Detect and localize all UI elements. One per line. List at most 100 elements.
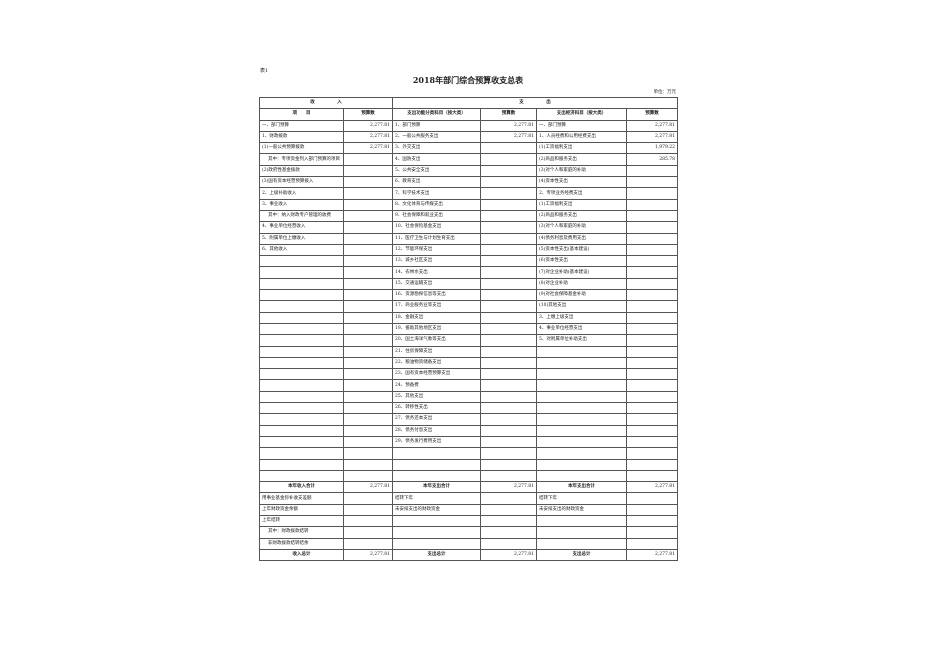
- table-row: 26、转移性支出: [259, 402, 678, 415]
- table-cell: 8、文化体育与传媒支出: [392, 198, 481, 211]
- table-cell: [480, 277, 537, 291]
- unit: 单位：万元: [653, 90, 677, 95]
- table-cell: 4、国防支出: [392, 153, 481, 166]
- table-cell: [259, 402, 344, 415]
- table-cell: 2,277.81: [480, 481, 537, 494]
- table-cell: [626, 390, 678, 404]
- table-cell: 12、节能环保支出: [392, 243, 481, 257]
- note: 表1: [260, 68, 269, 74]
- table-cell: 20、国土海洋气象等支出: [392, 334, 481, 347]
- table-cell: [343, 469, 393, 483]
- table-row: 25、其他支出: [259, 390, 678, 404]
- table-cell: [480, 322, 537, 336]
- table-row: 29、债务发行费用支出: [259, 435, 678, 449]
- table-cell: 9、社会保障和就业支出: [392, 209, 481, 223]
- table-cell: [626, 356, 678, 370]
- table-cell: [626, 402, 678, 415]
- table-cell: [536, 514, 627, 528]
- table-cell: 用事业基金弥补收支差额: [259, 492, 344, 505]
- table-row: 13、城乡社区支出 (6)资本性支出: [259, 255, 678, 268]
- table-cell: [343, 300, 393, 313]
- table-cell: [626, 345, 678, 358]
- table-cell: 结转下年: [536, 492, 627, 505]
- table-cell: [392, 537, 481, 550]
- table-cell: [259, 277, 344, 291]
- table-cell: 3、上缴上级支出: [536, 311, 627, 324]
- table-cell: 其中：财政拨款结转: [259, 526, 344, 539]
- table-cell: [392, 447, 481, 460]
- table-cell: [343, 209, 393, 223]
- table-cell: [480, 345, 537, 358]
- table-cell: [626, 266, 678, 279]
- table-cell: [343, 334, 393, 347]
- table-cell: 22、粮油物资储备支出: [392, 356, 481, 370]
- table-cell: [392, 469, 481, 483]
- table-cell: 2,277.81: [343, 481, 393, 494]
- table-cell: 3、事业收入: [259, 198, 344, 211]
- table-row: 15、交通运输支出 (8)对企业补助: [259, 277, 678, 291]
- table-cell: 1、财政拨款: [259, 130, 344, 144]
- table-cell: [480, 232, 537, 245]
- column-header: 支出功能分类科目（按大类）: [392, 108, 481, 121]
- table-cell: [259, 390, 344, 404]
- table-cell: [343, 153, 393, 166]
- table-cell: 2,277.81: [343, 142, 393, 155]
- table-cell: [259, 322, 344, 336]
- table-cell: 25、其他支出: [392, 390, 481, 404]
- table-cell: [626, 503, 678, 516]
- table-cell: [480, 266, 537, 279]
- table-cell: 3、外交支出: [392, 142, 481, 155]
- table-cell: 2,277.81: [626, 130, 678, 144]
- column-header-row: 项 目预算数 支出功能分类科目（按大类） 预算数 支出经济科目（按大类） 预算数: [259, 108, 678, 121]
- table-cell: [343, 198, 393, 211]
- table-row: 17、商业服务业等支出 (10)其他支出: [259, 300, 678, 313]
- table-cell: (2)商品和服务支出: [536, 209, 627, 223]
- title: 2018年部门综合预算收支总表: [412, 75, 524, 85]
- table-row: 非财政拨款结转结余: [259, 537, 678, 550]
- table-cell: [626, 447, 678, 460]
- table-cell: [480, 447, 537, 460]
- table-cell: 11、医疗卫生与计划生育支出: [392, 232, 481, 245]
- table-cell: [536, 537, 627, 550]
- table-cell: [343, 266, 393, 279]
- table-cell: (9)对社会保障基金补助: [536, 289, 627, 302]
- table-cell: [480, 526, 537, 539]
- table-row: 一、部门预算 2,277.81 1、部门预算 2,277.81 一、部门预算 2,277.…: [259, 119, 678, 132]
- table-cell: [343, 526, 393, 539]
- table-cell: 本年支出合计: [536, 481, 627, 494]
- table-cell: [480, 379, 537, 392]
- table-cell: [480, 187, 537, 200]
- table-cell: 18、金融支出: [392, 311, 481, 324]
- table-cell: 2,277.81: [480, 119, 537, 132]
- table-row: 28、债务付息支出: [259, 424, 678, 437]
- table-cell: [259, 458, 344, 471]
- table-cell: [259, 266, 344, 279]
- table-cell: [536, 435, 627, 449]
- table-cell: (3)对个人和家庭的补助: [536, 164, 627, 178]
- table-cell: [480, 390, 537, 404]
- table-cell: 29、债务发行费用支出: [392, 435, 481, 449]
- table-cell: [343, 413, 393, 426]
- table-cell: [343, 379, 393, 392]
- table-cell: [480, 402, 537, 415]
- table-cell: [259, 300, 344, 313]
- table-cell: 2,277.81: [626, 119, 678, 132]
- table-cell: [480, 492, 537, 505]
- table-cell: [480, 537, 537, 550]
- table-cell: [480, 176, 537, 189]
- table-cell: [626, 413, 678, 426]
- table-cell: [343, 390, 393, 404]
- table-cell: [480, 209, 537, 223]
- table-cell: 2,277.81: [480, 548, 537, 562]
- table-row: 其中：纳入财政专户管理的收费 9、社会保障和就业支出 (2)商品和服务支出: [259, 209, 678, 223]
- table-cell: 10、社会保险基金支出: [392, 221, 481, 234]
- table-cell: (2)政府性基金拨款: [259, 164, 344, 178]
- table-cell: 1、人员经费和公用经费支出: [536, 130, 627, 144]
- table-row: 本年收入合计 2,277.81 本年支出合计 2,277.81 本年支出合计 2,277.…: [259, 481, 678, 494]
- table-cell: [343, 435, 393, 449]
- table-cell: 一、部门预算: [259, 119, 344, 132]
- table-cell: 支出总计: [392, 548, 481, 562]
- table-cell: [343, 311, 393, 324]
- table-cell: [536, 413, 627, 426]
- table-cell: 6、其他收入: [259, 243, 344, 257]
